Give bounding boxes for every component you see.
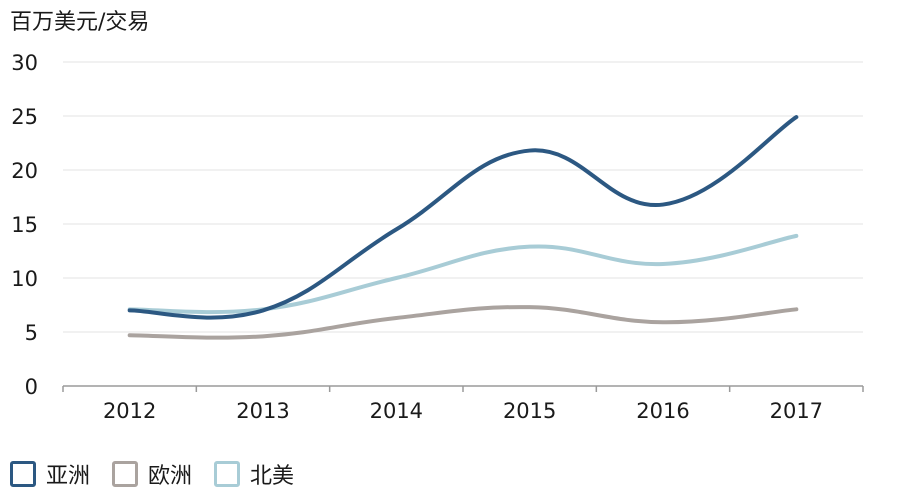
legend-item-north-america: 北美 [214,458,294,490]
y-tick-label: 5 [25,321,38,345]
y-axis-label: 百万美元/交易 [10,10,150,35]
x-tick-label: 2012 [103,399,156,423]
y-tick-label: 15 [11,213,38,237]
x-tick-label: 2017 [770,399,823,423]
x-tick-label: 2015 [503,399,556,423]
x-tick-label: 2016 [636,399,689,423]
x-tick-label: 2013 [236,399,289,423]
legend-item-europe: 欧洲 [112,458,192,490]
series-line-europe [127,305,799,340]
legend-item-asia: 亚洲 [10,458,90,490]
y-tick-label: 20 [11,159,38,183]
legend-swatch-europe [112,461,139,487]
series-lines [127,115,799,340]
legend-label-europe: 欧洲 [148,464,193,489]
y-tick-label: 30 [11,51,38,75]
legend-swatch-asia [10,461,36,487]
x-axis-ticks: 2012 2013 2014 2015 2016 2017 [103,399,823,423]
y-axis-ticks: 0 5 10 15 20 25 30 [11,51,38,399]
y-tick-label: 0 [25,375,38,399]
y-tick-label: 10 [11,267,38,291]
series-line-north-america [127,233,799,315]
series-line-asia [127,115,799,320]
x-axis [62,385,864,392]
legend-label-north-america: 北美 [250,464,295,489]
legend-swatch-north-america [214,461,241,487]
legend: 亚洲 欧洲 北美 [10,458,316,490]
legend-label-asia: 亚洲 [46,464,91,489]
x-tick-label: 2014 [370,399,423,423]
grid-lines [63,61,863,333]
y-tick-label: 25 [11,105,38,129]
